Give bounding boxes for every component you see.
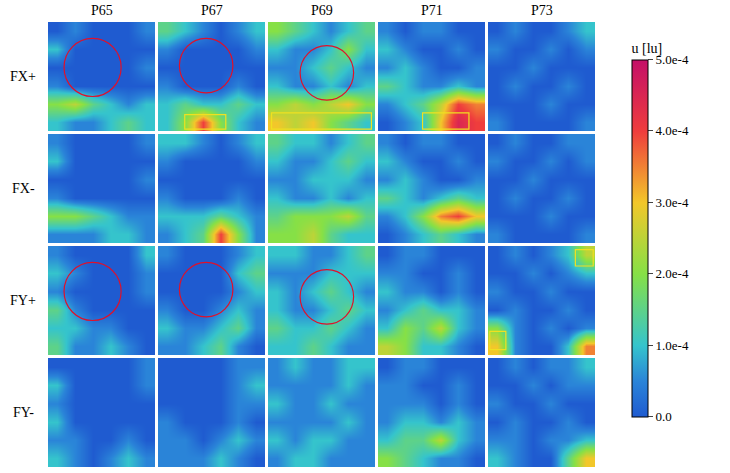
svg-text:P69: P69 xyxy=(311,3,333,18)
svg-text:P67: P67 xyxy=(201,3,223,18)
svg-text:4.0e-4: 4.0e-4 xyxy=(656,123,689,138)
svg-text:FX+: FX+ xyxy=(10,69,36,84)
svg-text:P73: P73 xyxy=(531,3,553,18)
svg-text:u [lu]: u [lu] xyxy=(632,41,663,56)
svg-text:P71: P71 xyxy=(421,3,443,18)
svg-text:P65: P65 xyxy=(91,3,113,18)
svg-text:0.0: 0.0 xyxy=(656,409,672,424)
svg-text:5.0e-4: 5.0e-4 xyxy=(656,52,689,67)
svg-text:2.0e-4: 2.0e-4 xyxy=(656,266,689,281)
svg-text:1.0e-4: 1.0e-4 xyxy=(656,338,689,353)
svg-text:FX-: FX- xyxy=(12,181,35,196)
svg-text:FY-: FY- xyxy=(13,405,34,420)
svg-text:3.0e-4: 3.0e-4 xyxy=(656,195,689,210)
svg-text:FY+: FY+ xyxy=(10,293,36,308)
